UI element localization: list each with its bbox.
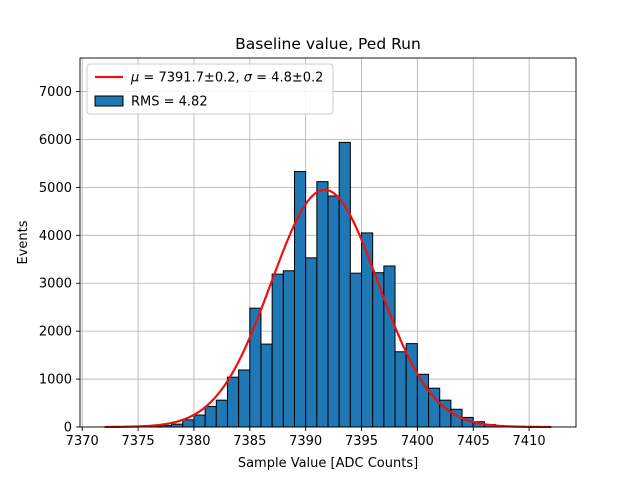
x-tick-label: 7390 (289, 434, 322, 449)
legend-patch-swatch (94, 95, 124, 107)
plot-frame (79, 57, 577, 428)
y-tick-label: 0 (64, 421, 72, 436)
histogram-bar (238, 369, 251, 428)
histogram-bar (327, 195, 340, 428)
x-tick-label: 7405 (457, 434, 490, 449)
histogram-bar (260, 343, 273, 428)
legend-label: RMS = 4.82 (131, 95, 208, 110)
histogram-bar (293, 171, 307, 428)
x-tick-label: 7380 (177, 434, 210, 449)
gaussian-fit-curve (104, 188, 552, 429)
histogram-bar (394, 351, 407, 428)
x-tick-label: 7410 (513, 434, 546, 449)
y-axis-label: Events (16, 220, 31, 264)
y-tick-label: 5000 (39, 181, 72, 196)
x-axis-label: Sample Value [ADC Counts] (238, 456, 418, 471)
legend-box (86, 63, 334, 115)
histogram-bar (349, 272, 363, 428)
histogram-bar (226, 376, 240, 428)
y-tick-label: 6000 (39, 133, 72, 148)
x-tick-label: 7385 (233, 434, 266, 449)
histogram-bar (305, 257, 318, 428)
histogram-bar (383, 265, 396, 428)
histogram-bar (193, 414, 206, 428)
x-tick-label: 7375 (122, 434, 155, 449)
histogram-bar (204, 405, 217, 428)
legend-label: μ = 7391.7±0.2, σ = 4.8±0.2 (130, 71, 323, 86)
y-tick-label: 3000 (39, 277, 72, 292)
histogram-bar (271, 273, 284, 428)
y-axis-ticks: 0 1000 2000 3000 4000 5000 6000 7000 (39, 85, 80, 436)
histogram-bars (148, 141, 508, 428)
chart-title: Baseline value, Ped Run (235, 35, 421, 53)
histogram-bar (182, 419, 195, 428)
histogram-bar (316, 181, 329, 428)
y-tick-label: 2000 (39, 325, 72, 340)
histogram-bar (215, 399, 228, 428)
x-tick-label: 7370 (66, 434, 99, 449)
x-axis-ticks: 7370 7375 7380 7385 7390 7395 7400 7405 7410 (66, 427, 546, 449)
histogram-bar (338, 141, 351, 428)
y-tick-label: 7000 (39, 85, 72, 100)
legend: μ = 7391.7±0.2, σ = 4.8±0.2 RMS = 4.82 (86, 63, 334, 115)
x-tick-label: 7395 (345, 434, 378, 449)
x-tick-label: 7400 (401, 434, 434, 449)
histogram-bar (282, 270, 295, 428)
y-tick-label: 4000 (39, 229, 72, 244)
y-tick-label: 1000 (39, 373, 72, 388)
